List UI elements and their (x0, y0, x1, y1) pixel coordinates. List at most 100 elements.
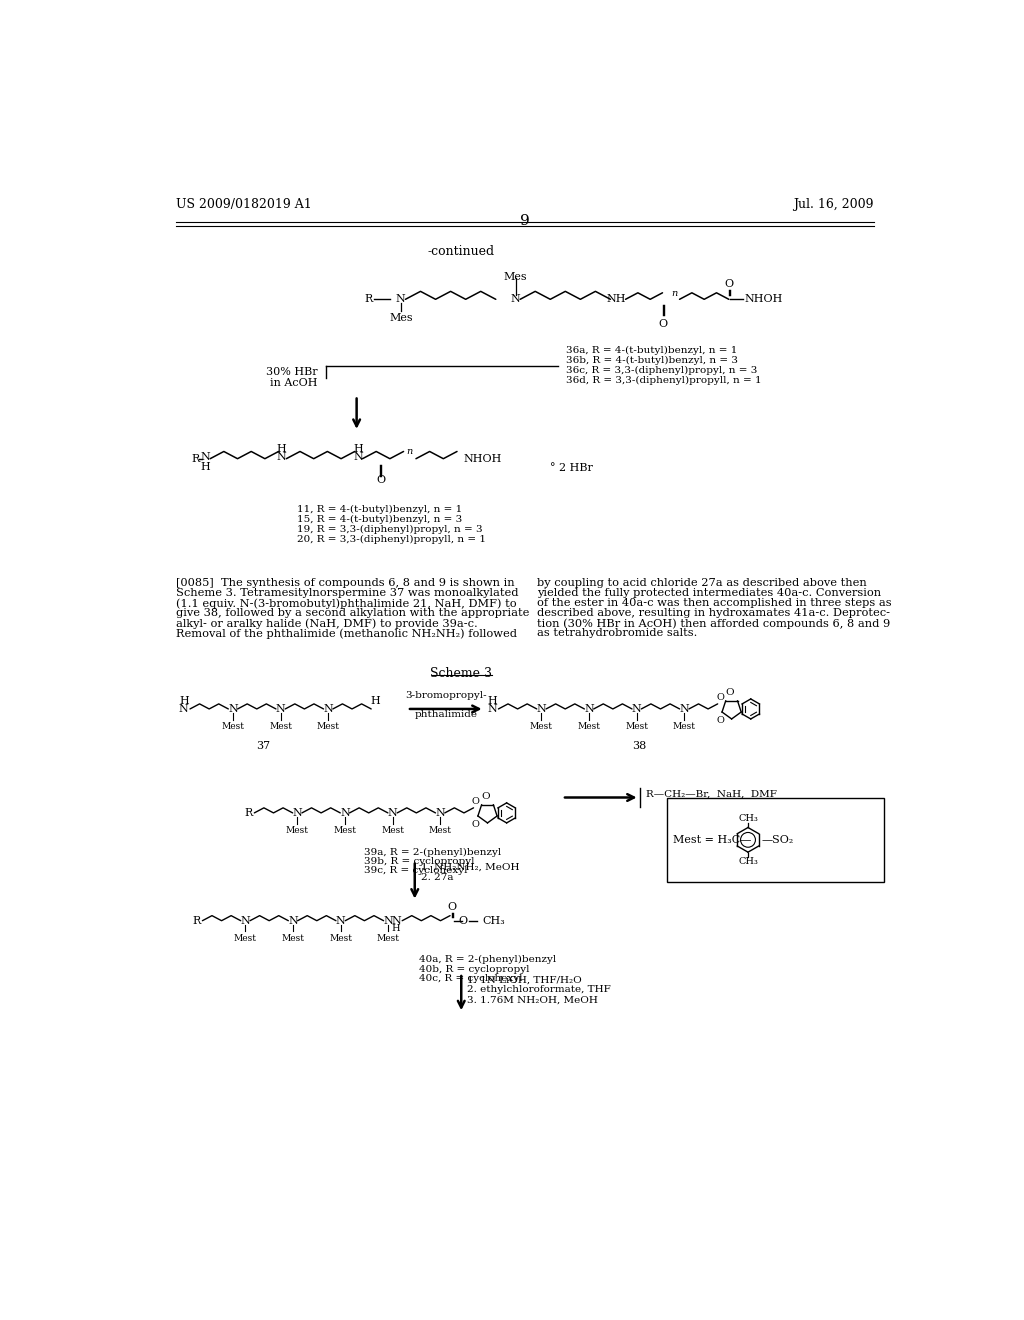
Text: O: O (716, 715, 724, 725)
Text: 30% HBr: 30% HBr (266, 367, 317, 378)
Text: NHOH: NHOH (463, 454, 502, 463)
Text: Mest: Mest (578, 722, 600, 731)
Text: O: O (377, 475, 386, 486)
Text: O: O (459, 916, 468, 925)
Text: —SO₂: —SO₂ (762, 834, 795, 845)
Text: 3-bromopropyl-: 3-bromopropyl- (404, 690, 486, 700)
Text: H: H (371, 696, 380, 706)
Text: N: N (275, 704, 286, 714)
Text: phthalimide: phthalimide (415, 710, 477, 719)
Text: N: N (487, 704, 497, 714)
Text: N: N (396, 294, 406, 305)
Text: 15, R = 4-(t-butyl)benzyl, n = 3: 15, R = 4-(t-butyl)benzyl, n = 3 (297, 515, 462, 524)
Text: Mest: Mest (269, 722, 292, 731)
Text: Mest: Mest (673, 722, 695, 731)
Text: N: N (632, 704, 641, 714)
Text: 2. ethylchloroformate, THF: 2. ethylchloroformate, THF (467, 985, 611, 994)
Text: N: N (353, 453, 362, 462)
Text: N: N (324, 704, 333, 714)
Text: CH₃: CH₃ (738, 814, 758, 822)
Text: 11, R = 4-(t-butyl)benzyl, n = 1: 11, R = 4-(t-butyl)benzyl, n = 1 (297, 506, 462, 513)
Text: Mest: Mest (316, 722, 340, 731)
Text: Mest: Mest (282, 933, 304, 942)
Text: O: O (726, 688, 734, 697)
Text: N: N (288, 916, 298, 925)
Text: 40b, R = cyclopropyl: 40b, R = cyclopropyl (419, 965, 529, 974)
Text: R: R (244, 808, 252, 818)
Text: of the ester in 40a-c was then accomplished in three steps as: of the ester in 40a-c was then accomplis… (538, 598, 892, 609)
Text: R—CH₂—Br,  NaH,  DMF: R—CH₂—Br, NaH, DMF (646, 789, 776, 799)
Text: Mest: Mest (529, 722, 553, 731)
Text: (1.1 equiv. N-(3-bromobutyl)phthalimide 21, NaH, DMF) to: (1.1 equiv. N-(3-bromobutyl)phthalimide … (176, 598, 517, 609)
Text: O: O (716, 693, 724, 702)
Text: 40c, R = cyclohexyl: 40c, R = cyclohexyl (419, 974, 522, 983)
Text: in AcOH: in AcOH (270, 379, 317, 388)
Text: R: R (365, 294, 373, 305)
Text: Mest: Mest (334, 826, 356, 836)
Text: 20, R = 3,3-(diphenyl)propyll, n = 1: 20, R = 3,3-(diphenyl)propyll, n = 1 (297, 535, 486, 544)
Text: n: n (407, 446, 413, 455)
Text: O: O (658, 318, 667, 329)
Text: N: N (584, 704, 594, 714)
Text: Scheme 3. Tetramesitylnorspermine 37 was monoalkylated: Scheme 3. Tetramesitylnorspermine 37 was… (176, 589, 518, 598)
Text: H: H (353, 444, 362, 454)
Text: -continued: -continued (428, 246, 495, 259)
Text: O: O (472, 797, 480, 805)
Text: H: H (487, 696, 497, 706)
Text: H: H (276, 444, 287, 454)
Text: US 2009/0182019 A1: US 2009/0182019 A1 (176, 198, 311, 211)
Text: H: H (391, 924, 400, 933)
Text: 36c, R = 3,3-(diphenyl)propyl, n = 3: 36c, R = 3,3-(diphenyl)propyl, n = 3 (566, 366, 758, 375)
Text: Mest: Mest (329, 933, 352, 942)
Text: Jul. 16, 2009: Jul. 16, 2009 (793, 198, 873, 211)
Text: N: N (383, 916, 393, 925)
Text: [0085]  The synthesis of compounds 6, 8 and 9 is shown in: [0085] The synthesis of compounds 6, 8 a… (176, 578, 515, 587)
Text: Mest: Mest (381, 826, 404, 836)
Text: Mest: Mest (233, 933, 257, 942)
Text: 36a, R = 4-(t-butyl)benzyl, n = 1: 36a, R = 4-(t-butyl)benzyl, n = 1 (566, 346, 737, 355)
Text: give 38, followed by a second alkylation with the appropriate: give 38, followed by a second alkylation… (176, 609, 529, 618)
Text: 2. 27a: 2. 27a (421, 873, 454, 882)
Text: as tetrahydrobromide salts.: as tetrahydrobromide salts. (538, 628, 697, 638)
Text: Mest: Mest (429, 826, 452, 836)
Text: H: H (179, 696, 188, 706)
Text: 38: 38 (633, 742, 646, 751)
Text: N: N (391, 916, 400, 925)
Text: Removal of the phthalimide (methanolic NH₂NH₂) followed: Removal of the phthalimide (methanolic N… (176, 628, 517, 639)
Text: tion (30% HBr in AcOH) then afforded compounds 6, 8 and 9: tion (30% HBr in AcOH) then afforded com… (538, 618, 891, 628)
Text: R: R (191, 454, 200, 463)
Text: 36d, R = 3,3-(diphenyl)propyll, n = 1: 36d, R = 3,3-(diphenyl)propyll, n = 1 (566, 376, 762, 384)
Text: 19, R = 3,3-(diphenyl)propyl, n = 3: 19, R = 3,3-(diphenyl)propyl, n = 3 (297, 525, 482, 535)
Text: NH: NH (606, 294, 626, 305)
Text: yielded the fully protected intermediates 40a-c. Conversion: yielded the fully protected intermediate… (538, 589, 882, 598)
Text: N: N (228, 704, 238, 714)
Text: n: n (671, 289, 677, 297)
Text: described above, resulting in hydroxamates 41a-c. Deprotec-: described above, resulting in hydroxamat… (538, 609, 890, 618)
Text: N: N (276, 453, 287, 462)
Text: alkyl- or aralky halide (NaH, DMF) to provide 39a-c.: alkyl- or aralky halide (NaH, DMF) to pr… (176, 618, 478, 628)
Text: N: N (435, 808, 445, 818)
Text: N: N (679, 704, 689, 714)
Text: ° 2 HBr: ° 2 HBr (550, 463, 593, 473)
Text: 39a, R = 2-(phenyl)benzyl: 39a, R = 2-(phenyl)benzyl (365, 847, 502, 857)
Text: 36b, R = 4-(t-butyl)benzyl, n = 3: 36b, R = 4-(t-butyl)benzyl, n = 3 (566, 355, 738, 364)
Text: O: O (724, 279, 733, 289)
Text: Mest: Mest (286, 826, 309, 836)
Text: 39c, R = cyclohexyl: 39c, R = cyclohexyl (365, 866, 468, 875)
Text: 1. NH₂NH₂, MeOH: 1. NH₂NH₂, MeOH (421, 863, 519, 873)
Text: O: O (481, 792, 490, 801)
Text: 9: 9 (520, 214, 529, 228)
Text: N: N (511, 294, 520, 305)
Text: Mest: Mest (377, 933, 399, 942)
Text: H: H (201, 462, 210, 473)
Text: R: R (193, 916, 201, 925)
Text: O: O (447, 902, 457, 912)
Text: N: N (201, 453, 210, 462)
Text: N: N (241, 916, 250, 925)
Bar (667, 797, 884, 882)
Text: Mest = H₃C—: Mest = H₃C— (673, 834, 752, 845)
Text: Mest: Mest (221, 722, 245, 731)
Text: Mes: Mes (504, 272, 527, 282)
Text: O: O (472, 820, 480, 829)
Text: 3. 1.76M NH₂OH, MeOH: 3. 1.76M NH₂OH, MeOH (467, 995, 598, 1005)
